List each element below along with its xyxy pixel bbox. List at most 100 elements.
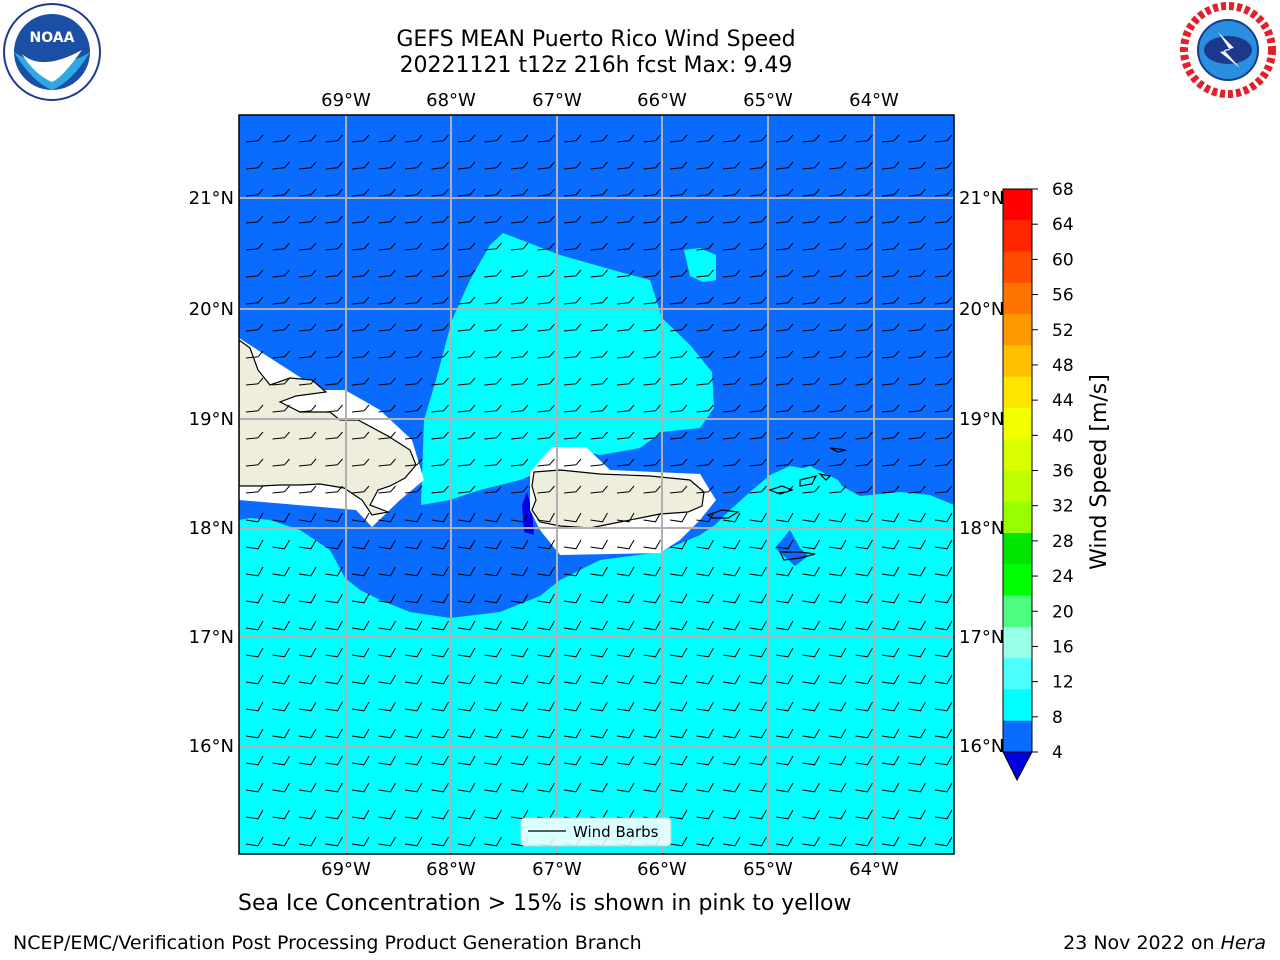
wind-barb xyxy=(881,647,900,658)
wind-barb xyxy=(669,242,688,251)
wind-barb xyxy=(908,134,926,143)
wind-barb xyxy=(934,674,953,685)
wind-barb xyxy=(775,593,794,604)
lat-label-left: 16°N xyxy=(189,736,234,757)
wind-barb xyxy=(351,674,370,685)
wind-barb xyxy=(828,323,847,332)
wind-barb xyxy=(351,269,370,278)
wind-barb xyxy=(643,242,661,251)
wind-barb xyxy=(378,296,396,305)
wind-barb xyxy=(351,458,370,467)
wind-barb xyxy=(245,188,264,197)
wind-barb xyxy=(616,485,635,494)
wind-barb xyxy=(272,593,290,604)
wind-barb xyxy=(484,701,502,712)
lon-label-bottom: 65°W xyxy=(743,859,793,880)
colorbar-tick-label: 48 xyxy=(1052,356,1074,376)
wind-barb xyxy=(855,755,873,766)
wind-barb xyxy=(325,836,343,847)
wind-barb xyxy=(484,431,502,440)
colorbar-band xyxy=(1003,439,1032,471)
wind-barb xyxy=(457,755,476,766)
wind-barb xyxy=(643,404,661,413)
wind-barb xyxy=(484,404,502,413)
wind-barb xyxy=(669,431,688,440)
wind-barb xyxy=(590,539,608,550)
wind-barb xyxy=(828,269,847,278)
wind-barb xyxy=(351,566,370,577)
wind-barb xyxy=(563,215,582,224)
wind-barb xyxy=(590,566,608,577)
wind-barb xyxy=(351,836,370,847)
wind-barb xyxy=(722,566,741,577)
wind-barb xyxy=(855,134,873,143)
wind-barb xyxy=(908,188,926,197)
wind-barb xyxy=(802,485,820,494)
wind-barb xyxy=(908,404,926,413)
wind-barb xyxy=(563,269,582,278)
wind-barb xyxy=(722,134,741,143)
wind-barb xyxy=(908,161,926,170)
wind-barb xyxy=(378,485,396,494)
wind-barb xyxy=(351,620,370,631)
wind-barb xyxy=(881,269,900,278)
wind-barb xyxy=(749,782,767,793)
wind-barb xyxy=(298,809,317,820)
wind-barb xyxy=(457,701,476,712)
wind-barb xyxy=(775,431,794,440)
wind-barb xyxy=(510,782,529,793)
wind-barb xyxy=(722,809,741,820)
wind-barb xyxy=(272,620,290,631)
wind-barb xyxy=(881,836,900,847)
wind-barb xyxy=(563,755,582,766)
wind-barb xyxy=(404,323,423,332)
wind-barb xyxy=(431,296,449,305)
wind-barb xyxy=(325,512,343,523)
wind-barb xyxy=(537,728,555,739)
lat-label-left: 17°N xyxy=(189,627,234,648)
wind-barb xyxy=(828,485,847,494)
wind-barb xyxy=(802,512,820,523)
wind-barb xyxy=(828,431,847,440)
wind-barb xyxy=(245,566,264,577)
wind-barb xyxy=(908,674,926,685)
wind-barb xyxy=(908,620,926,631)
wind-barb xyxy=(245,215,264,224)
wind-barb xyxy=(510,404,529,413)
colorbar-band xyxy=(1003,564,1032,597)
sea-ice-note: Sea Ice Concentration > 15% is shown in … xyxy=(238,891,852,916)
wind-barb xyxy=(934,215,953,224)
wind-barb xyxy=(775,755,794,766)
wind-barb xyxy=(457,458,476,467)
wind-barb xyxy=(908,755,926,766)
wind-barb xyxy=(484,296,502,305)
wind-barb xyxy=(590,323,608,332)
wind-barb xyxy=(828,836,847,847)
wind-barb xyxy=(325,728,343,739)
wind-barb xyxy=(484,539,502,550)
wind-barb xyxy=(378,620,396,631)
wind-barb xyxy=(484,161,502,170)
wind-barb xyxy=(378,566,396,577)
wind-barb xyxy=(643,377,661,386)
wind-barb xyxy=(245,728,264,739)
wind-barb xyxy=(510,350,529,359)
wind-barbs xyxy=(245,134,953,847)
speed-band-4-8-patch xyxy=(775,530,808,566)
wind-barb xyxy=(378,404,396,413)
wind-barb xyxy=(881,701,900,712)
wind-barb xyxy=(351,161,370,170)
wind-barb xyxy=(510,539,529,550)
wind-barb xyxy=(537,512,555,523)
wind-barb xyxy=(643,350,661,359)
wind-barb xyxy=(643,647,661,658)
wind-barb xyxy=(802,296,820,305)
wind-barb xyxy=(325,431,343,440)
wind-barb xyxy=(510,269,529,278)
lat-labels-left: 21°N 20°N 19°N 18°N 17°N 16°N xyxy=(189,188,234,757)
wind-barb xyxy=(404,512,423,523)
wind-barb xyxy=(272,188,290,197)
wind-barb xyxy=(749,134,767,143)
wind-barb xyxy=(934,593,953,604)
